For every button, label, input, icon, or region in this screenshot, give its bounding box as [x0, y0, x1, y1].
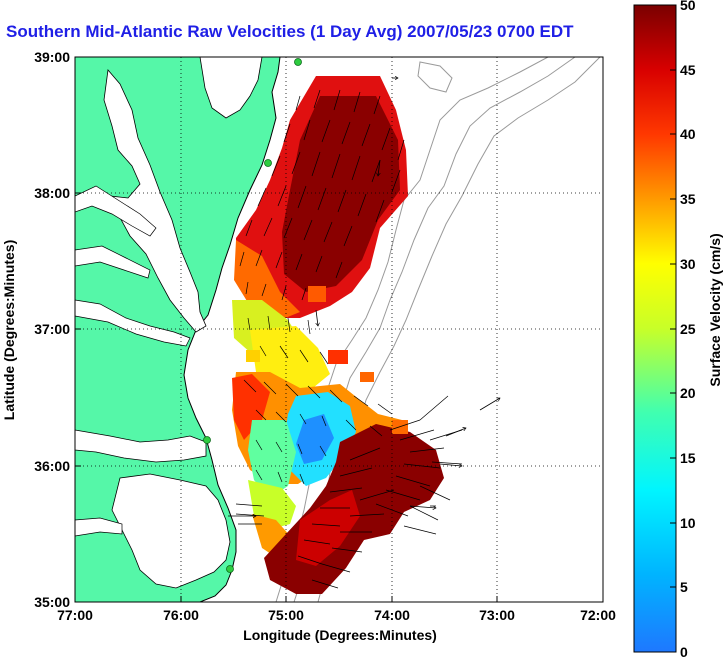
x-tick-label: 77:00 — [57, 607, 93, 623]
colorbar-tick-label: 50 — [680, 0, 696, 13]
chart-title: Southern Mid-Atlantic Raw Velocities (1 … — [6, 22, 574, 41]
colorbar-tick-label: 40 — [680, 126, 696, 142]
x-axis-label: Longitude (Degrees:Minutes) — [243, 627, 437, 643]
grid — [75, 57, 603, 602]
y-tick-label: 39:00 — [34, 49, 70, 65]
colorbar — [633, 4, 677, 653]
albemarle-sound — [75, 429, 207, 463]
x-tick-label: 76:00 — [163, 607, 199, 623]
colorbar-tick-label: 30 — [680, 256, 696, 272]
x-tick-label: 75:00 — [268, 607, 304, 623]
chesapeake-bay — [103, 69, 207, 333]
y-tick-label: 38:00 — [34, 185, 70, 201]
y-tick-label: 36:00 — [34, 458, 70, 474]
colorbar-label: Surface Velocity (cm/s) — [707, 233, 723, 386]
y-axis-label: Latitude (Degrees:Minutes) — [1, 240, 17, 420]
colorbar-tick-label: 45 — [680, 62, 696, 78]
colorbar-tick-label: 25 — [680, 321, 696, 337]
y-tick-label: 37:00 — [34, 321, 70, 337]
colorbar-tick-label: 35 — [680, 191, 696, 207]
colorbar-tick-label: 0 — [680, 644, 688, 659]
y-tick-label: 35:00 — [34, 594, 70, 610]
x-tick-label: 73:00 — [479, 607, 515, 623]
x-tick-label: 72:00 — [580, 607, 616, 623]
colorbar-tick-label: 10 — [680, 515, 696, 531]
velocity-arrows — [235, 89, 463, 589]
x-tick-label: 74:00 — [374, 607, 410, 623]
colorbar-tick-label: 20 — [680, 385, 696, 401]
colorbar-tick-label: 15 — [680, 450, 696, 466]
velocity-field — [232, 76, 444, 594]
colorbar-tick-label: 5 — [680, 579, 688, 595]
site-markers — [203, 58, 302, 573]
